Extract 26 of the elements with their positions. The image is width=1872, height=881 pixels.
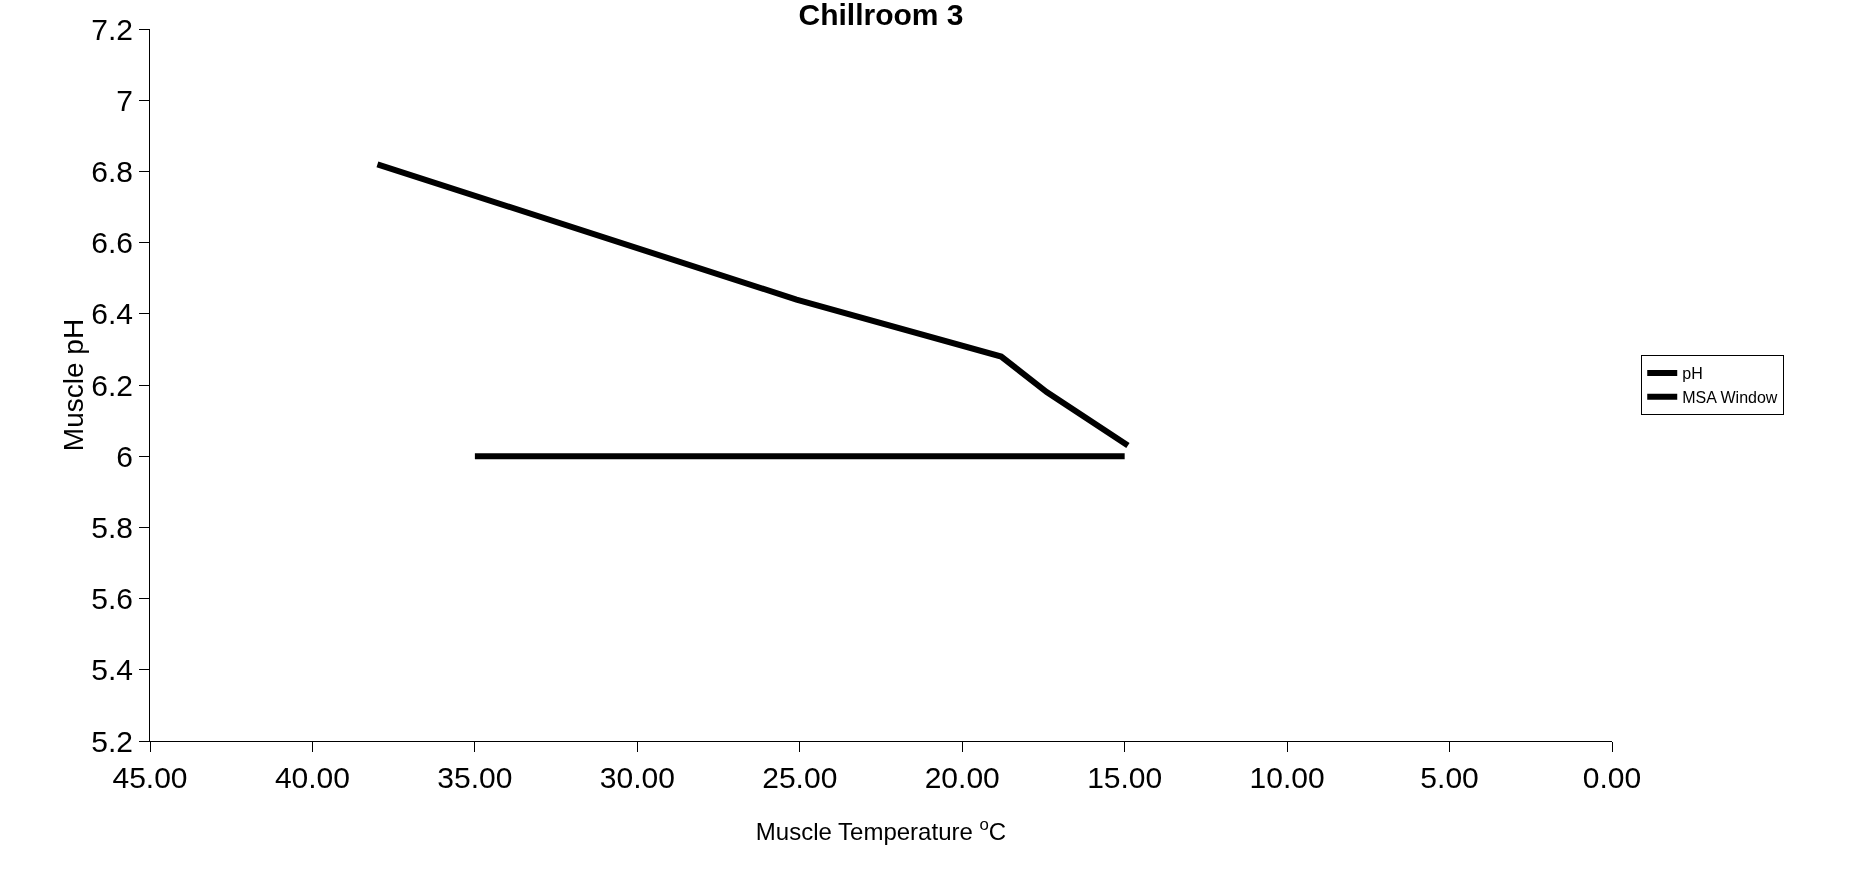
y-tick-label: 6 <box>116 439 133 473</box>
y-tick-label: 6.6 <box>91 226 133 260</box>
x-tick-label: 45.00 <box>112 761 188 794</box>
y-tick-label: 5.4 <box>91 653 133 687</box>
y-tick-label: 5.6 <box>91 582 133 616</box>
legend-label: pH <box>1682 365 1703 383</box>
x-tick-label: 20.00 <box>924 761 1000 794</box>
y-tick-label: 7 <box>116 83 133 117</box>
chart-title: Chillroom 3 <box>798 0 964 32</box>
y-tick-label: 5.2 <box>91 724 133 758</box>
x-tick-label: 25.00 <box>762 761 838 794</box>
y-tick-label: 6.4 <box>91 297 133 331</box>
legend-label: MSA Window <box>1682 388 1778 406</box>
y-tick-label: 7.2 <box>91 12 133 46</box>
x-tick-label: 40.00 <box>274 761 350 794</box>
x-tick-label: 10.00 <box>1249 761 1325 794</box>
y-tick-label: 6.2 <box>91 368 133 402</box>
y-axis-title: Muscle pH <box>58 318 90 452</box>
x-axis-title: Muscle Temperature $^{o}$C <box>755 815 1007 846</box>
x-tick-label: 5.00 <box>1420 761 1479 794</box>
x-tick-label: 35.00 <box>437 761 513 794</box>
x-tick-label: 30.00 <box>599 761 675 794</box>
x-tick-label: 15.00 <box>1087 761 1163 794</box>
y-tick-label: 5.8 <box>91 510 133 544</box>
x-tick-label: 0.00 <box>1582 761 1642 794</box>
y-tick-label: 6.8 <box>91 154 133 188</box>
